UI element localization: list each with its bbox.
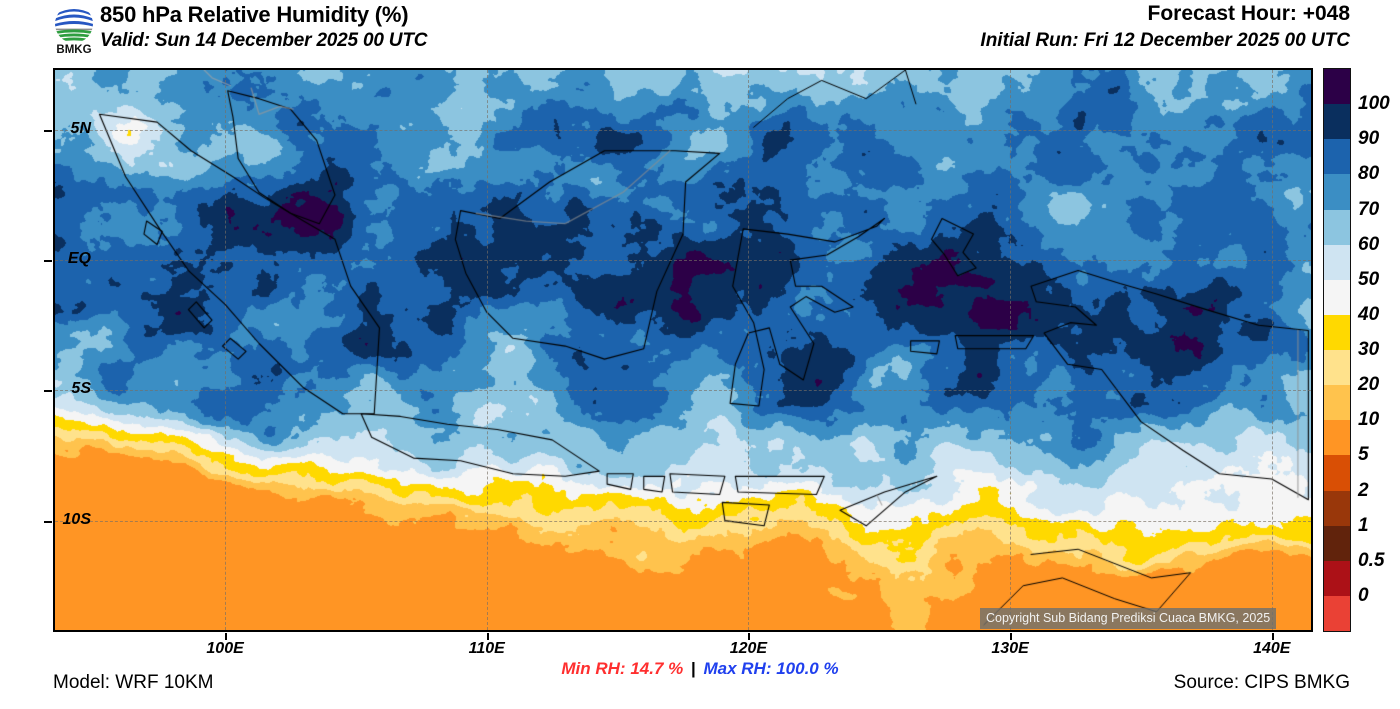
humidity-field-canvas [55, 70, 1311, 630]
lat-label-5S: 5S [71, 380, 91, 398]
lon-label-120E: 120E [729, 640, 768, 657]
colorbar-band-7 [1324, 314, 1350, 350]
colorbar [1323, 68, 1351, 632]
lat-tick-EQ [44, 260, 52, 263]
colorbar-band-14 [1324, 560, 1350, 596]
initial-run-label: Initial Run: Fri 12 December 2025 00 UTC [980, 30, 1350, 51]
colorbar-band-9 [1324, 385, 1350, 421]
colorbar-band-5 [1324, 244, 1350, 280]
lon-label-130E: 130E [991, 640, 1029, 657]
minmax-separator: | [690, 659, 696, 678]
colorbar-tick-40: 40 [1358, 303, 1380, 325]
lat-label-5N: 5N [70, 119, 91, 137]
colorbar-band-3 [1324, 174, 1350, 210]
min-rh-value: Min RH: 14.7 % [561, 659, 684, 678]
bmkg-logo-icon: BMKG [55, 5, 93, 56]
lat-tick-10S [44, 520, 52, 523]
colorbar-tick-0.5: 0.5 [1358, 549, 1385, 571]
lon-label-100E: 100E [206, 640, 244, 657]
forecast-map[interactable]: Copyright Sub Bidang Prediksi Cuaca BMKG… [53, 68, 1313, 632]
colorbar-tick-80: 80 [1358, 163, 1380, 185]
max-rh-value: Max RH: 100.0 % [703, 659, 839, 678]
colorbar-tick-70: 70 [1358, 198, 1380, 220]
minmax-rh-label: Min RH: 14.7 % | Max RH: 100.0 % [561, 659, 838, 679]
colorbar-tick-10: 10 [1358, 409, 1380, 431]
lon-tick-120E [748, 633, 751, 640]
colorbar-band-11 [1324, 455, 1350, 491]
colorbar-tick-1: 1 [1358, 514, 1369, 536]
colorbar-tick-90: 90 [1358, 128, 1380, 150]
model-label: Model: WRF 10KM [53, 672, 214, 693]
valid-time-label: Valid: Sun 14 December 2025 00 UTC [100, 30, 428, 51]
lat-tick-5N [44, 129, 52, 132]
lon-tick-130E [1010, 633, 1013, 640]
colorbar-band-10 [1324, 420, 1350, 456]
colorbar-band-12 [1324, 490, 1350, 526]
source-label: Source: CIPS BMKG [1173, 672, 1350, 693]
lon-tick-100E [225, 633, 228, 640]
colorbar-tick-2: 2 [1358, 479, 1369, 501]
forecast-hour-label: Forecast Hour: +048 [1147, 2, 1351, 25]
lat-label-10S: 10S [62, 510, 91, 528]
colorbar-tick-50: 50 [1358, 268, 1380, 290]
colorbar-tick-20: 20 [1358, 374, 1380, 396]
svg-text:BMKG: BMKG [56, 44, 91, 55]
colorbar-band-0 [1324, 69, 1350, 105]
lon-tick-110E [486, 633, 489, 640]
lat-tick-5S [44, 390, 52, 393]
page-title: 850 hPa Relative Humidity (%) [100, 2, 409, 27]
colorbar-band-15 [1324, 595, 1350, 631]
lon-tick-140E [1271, 633, 1274, 640]
colorbar-tick-60: 60 [1358, 233, 1380, 255]
colorbar-band-8 [1324, 350, 1350, 386]
lon-label-110E: 110E [468, 640, 505, 657]
colorbar-band-6 [1324, 279, 1350, 315]
colorbar-tick-5: 5 [1358, 444, 1369, 466]
colorbar-tick-30: 30 [1358, 339, 1380, 360]
colorbar-band-4 [1324, 209, 1350, 245]
colorbar-tick-0: 0 [1358, 584, 1369, 606]
lat-label-EQ: EQ [67, 250, 91, 268]
colorbar-tick-100: 100 [1358, 93, 1390, 115]
bmkg-logo: BMKG [48, 3, 100, 56]
colorbar-band-13 [1324, 525, 1350, 561]
copyright-watermark: Copyright Sub Bidang Prediksi Cuaca BMKG… [980, 608, 1277, 629]
colorbar-band-1 [1324, 104, 1350, 140]
colorbar-band-2 [1324, 139, 1350, 175]
lon-label-140E: 140E [1253, 640, 1291, 657]
